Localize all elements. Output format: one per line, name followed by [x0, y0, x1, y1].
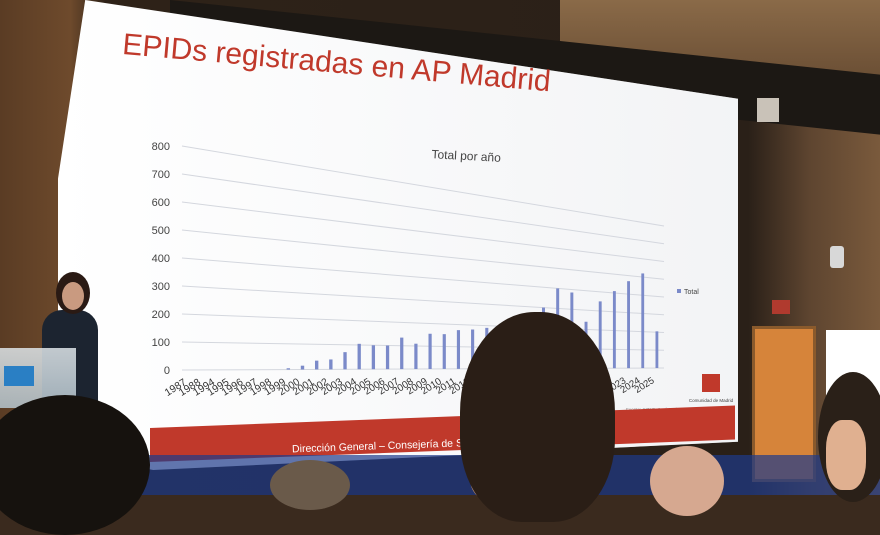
bar [414, 343, 418, 370]
legend-label: Total [684, 289, 699, 296]
bar [286, 368, 291, 370]
y-tick-label: 500 [152, 225, 170, 237]
gridline [181, 313, 665, 333]
y-tick-label: 300 [152, 281, 170, 293]
bar [471, 329, 475, 369]
gridline [181, 173, 665, 245]
bar [598, 301, 602, 369]
y-tick-label: 800 [152, 141, 170, 153]
legend-swatch [677, 289, 681, 293]
audience-head [460, 312, 615, 522]
chart-title: Total por año [431, 147, 501, 165]
audience-face [826, 420, 866, 490]
y-tick-label: 700 [152, 169, 170, 181]
audience-head [270, 460, 350, 510]
audience-head [650, 446, 724, 516]
bar [400, 337, 404, 370]
bar [428, 333, 432, 369]
y-tick-label: 200 [152, 309, 170, 321]
podium-logo [4, 366, 34, 386]
bar [655, 331, 659, 369]
bar [442, 334, 446, 369]
y-tick-label: 0 [164, 365, 170, 377]
bar [343, 352, 347, 370]
bar [385, 345, 390, 370]
gridline [181, 285, 665, 316]
exit-sign [772, 300, 790, 314]
bar [371, 345, 376, 370]
gridline [181, 257, 665, 298]
bar [641, 273, 645, 369]
comunidad-madrid-logo-icon [702, 374, 720, 392]
wall-speaker [757, 98, 779, 122]
bar [300, 365, 305, 370]
gridline [181, 145, 665, 227]
security-camera-icon [830, 246, 844, 268]
projection-screen [58, 0, 738, 470]
bar [357, 343, 361, 370]
logo-text: Comunidad de Madrid [689, 398, 734, 403]
bar [314, 360, 319, 370]
gridline [181, 201, 665, 262]
bar [329, 359, 333, 370]
bar [627, 281, 630, 369]
bar [456, 330, 461, 369]
speaker-face [62, 282, 84, 310]
gridline [181, 229, 665, 280]
chart-plot: 0100200300400500600700800198719881994199… [152, 141, 734, 412]
y-tick-label: 600 [152, 197, 170, 209]
y-tick-label: 100 [152, 337, 170, 349]
y-tick-label: 400 [152, 253, 170, 265]
bar [612, 291, 616, 369]
